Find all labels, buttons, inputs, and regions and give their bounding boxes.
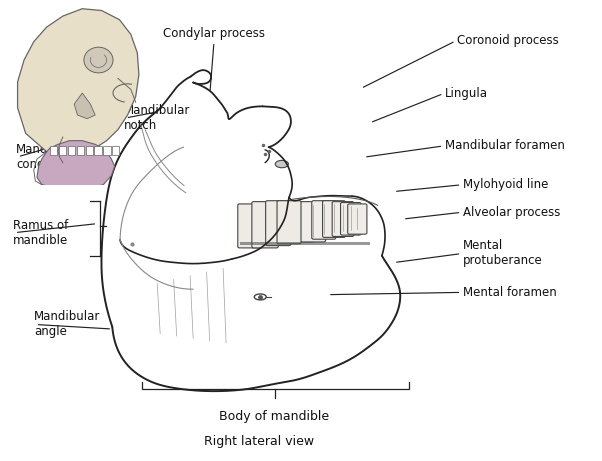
Text: Alveolar process: Alveolar process xyxy=(463,206,560,219)
Text: Coronoid process: Coronoid process xyxy=(457,34,559,47)
Text: Mandibular
condyle: Mandibular condyle xyxy=(16,143,82,171)
FancyBboxPatch shape xyxy=(323,201,346,237)
Text: Ramus of
mandible: Ramus of mandible xyxy=(13,219,69,247)
Text: Lingula: Lingula xyxy=(445,87,488,100)
FancyBboxPatch shape xyxy=(265,201,291,246)
FancyBboxPatch shape xyxy=(312,201,336,239)
Text: Right lateral view: Right lateral view xyxy=(204,435,314,448)
FancyBboxPatch shape xyxy=(300,201,326,242)
FancyBboxPatch shape xyxy=(238,204,262,248)
FancyBboxPatch shape xyxy=(252,201,278,248)
Text: Condylar process: Condylar process xyxy=(163,27,265,41)
FancyBboxPatch shape xyxy=(288,202,314,242)
FancyBboxPatch shape xyxy=(341,202,361,235)
Text: Mylohyoid line: Mylohyoid line xyxy=(463,178,548,191)
Text: Mental
protuberance: Mental protuberance xyxy=(463,239,542,267)
Text: Mandibular
angle: Mandibular angle xyxy=(34,310,101,338)
Text: Mandibular
notch: Mandibular notch xyxy=(124,104,191,132)
Text: Body of mandible: Body of mandible xyxy=(219,409,329,423)
Ellipse shape xyxy=(275,160,288,168)
Text: Mandibular foramen: Mandibular foramen xyxy=(445,139,565,152)
Text: Mental foramen: Mental foramen xyxy=(463,286,556,299)
FancyBboxPatch shape xyxy=(332,201,354,236)
FancyBboxPatch shape xyxy=(348,204,367,234)
FancyBboxPatch shape xyxy=(277,201,301,244)
